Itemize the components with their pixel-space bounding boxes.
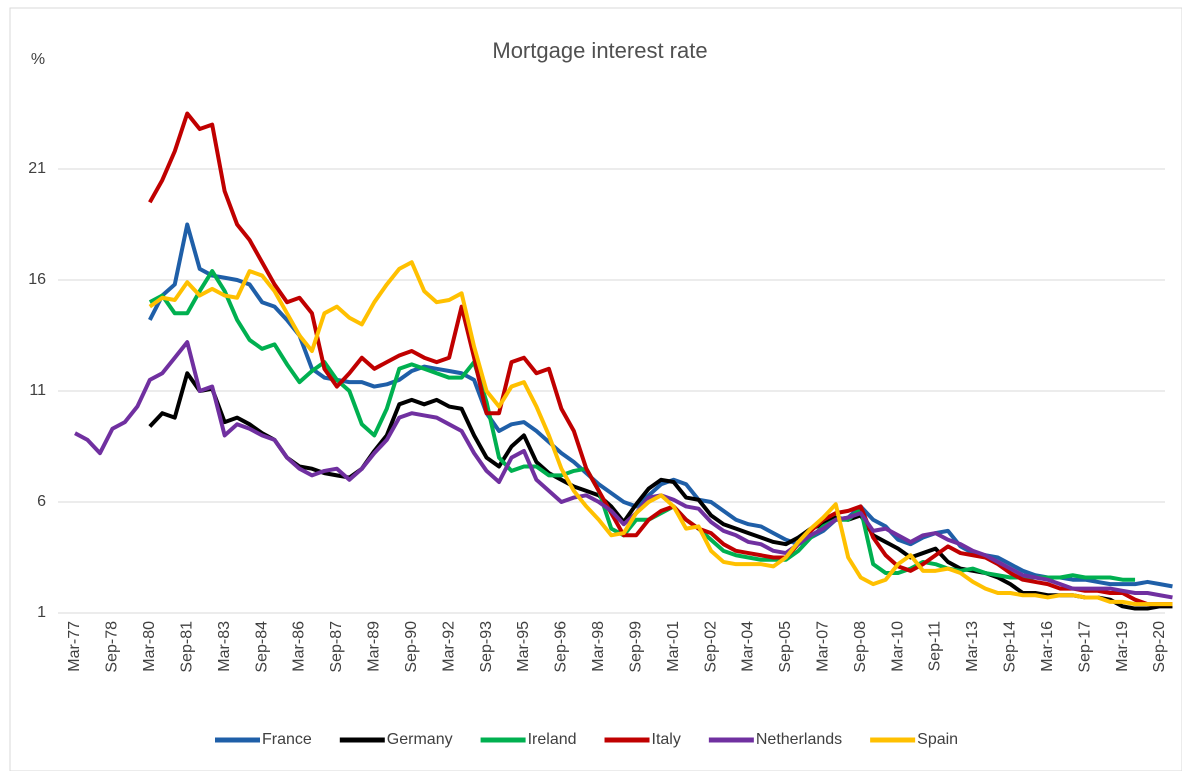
x-tick-label: Sep-81 (178, 621, 195, 673)
x-tick-label: Sep-17 (1076, 621, 1093, 673)
legend-label: Italy (652, 731, 681, 748)
x-tick-label: Mar-19 (1114, 621, 1131, 672)
x-tick-label: Mar-10 (889, 621, 906, 672)
chart-title: Mortgage interest rate (492, 38, 707, 63)
y-tick-label: 16 (28, 271, 46, 288)
legend-label: Spain (917, 731, 958, 748)
y-tick-label: 6 (37, 493, 46, 510)
series-line (148, 269, 1136, 582)
series-line (74, 340, 1173, 600)
x-tick-label: Sep-84 (253, 621, 270, 673)
x-tick-label: Sep-96 (553, 621, 570, 673)
x-tick-label: Sep-02 (702, 621, 719, 673)
chart-frame (9, 7, 1182, 771)
x-tick-label: Sep-08 (852, 621, 869, 673)
x-tick-label: Mar-07 (814, 621, 831, 672)
y-tick-label: 1 (37, 604, 46, 621)
x-tick-label: Mar-77 (66, 621, 83, 672)
x-tick-label: Sep-78 (104, 621, 121, 673)
x-tick-label: Sep-14 (1002, 621, 1019, 673)
x-tick-label: Mar-98 (590, 621, 607, 672)
x-tick-label: Sep-87 (328, 621, 345, 673)
legend-label: France (262, 731, 312, 748)
series-line (148, 260, 1173, 607)
x-tick-label: Sep-11 (927, 621, 944, 672)
x-tick-label: Mar-01 (665, 621, 682, 672)
x-tick-label: Mar-89 (366, 621, 383, 672)
legend-label: Germany (387, 731, 453, 748)
x-tick-label: Mar-16 (1039, 621, 1056, 672)
x-tick-label: Sep-99 (627, 621, 644, 673)
x-tick-label: Mar-92 (440, 621, 457, 672)
x-tick-label: Sep-05 (777, 621, 794, 673)
x-tick-label: Sep-20 (1151, 621, 1168, 673)
legend-label: Ireland (528, 731, 577, 748)
x-tick-label: Mar-04 (740, 621, 757, 672)
x-tick-label: Mar-80 (141, 621, 158, 672)
series-line (148, 222, 1173, 589)
x-tick-label: Mar-95 (515, 621, 532, 672)
x-tick-label: Mar-83 (216, 621, 233, 672)
y-axis-label: % (31, 51, 45, 68)
x-tick-label: Sep-90 (403, 621, 420, 673)
y-tick-label: 11 (29, 382, 46, 399)
x-tick-label: Mar-86 (291, 621, 308, 672)
series-line (148, 111, 1173, 607)
x-tick-label: Sep-93 (478, 621, 495, 673)
y-tick-label: 21 (28, 160, 46, 177)
legend-label: Netherlands (756, 731, 842, 748)
x-tick-label: Mar-13 (964, 621, 981, 672)
